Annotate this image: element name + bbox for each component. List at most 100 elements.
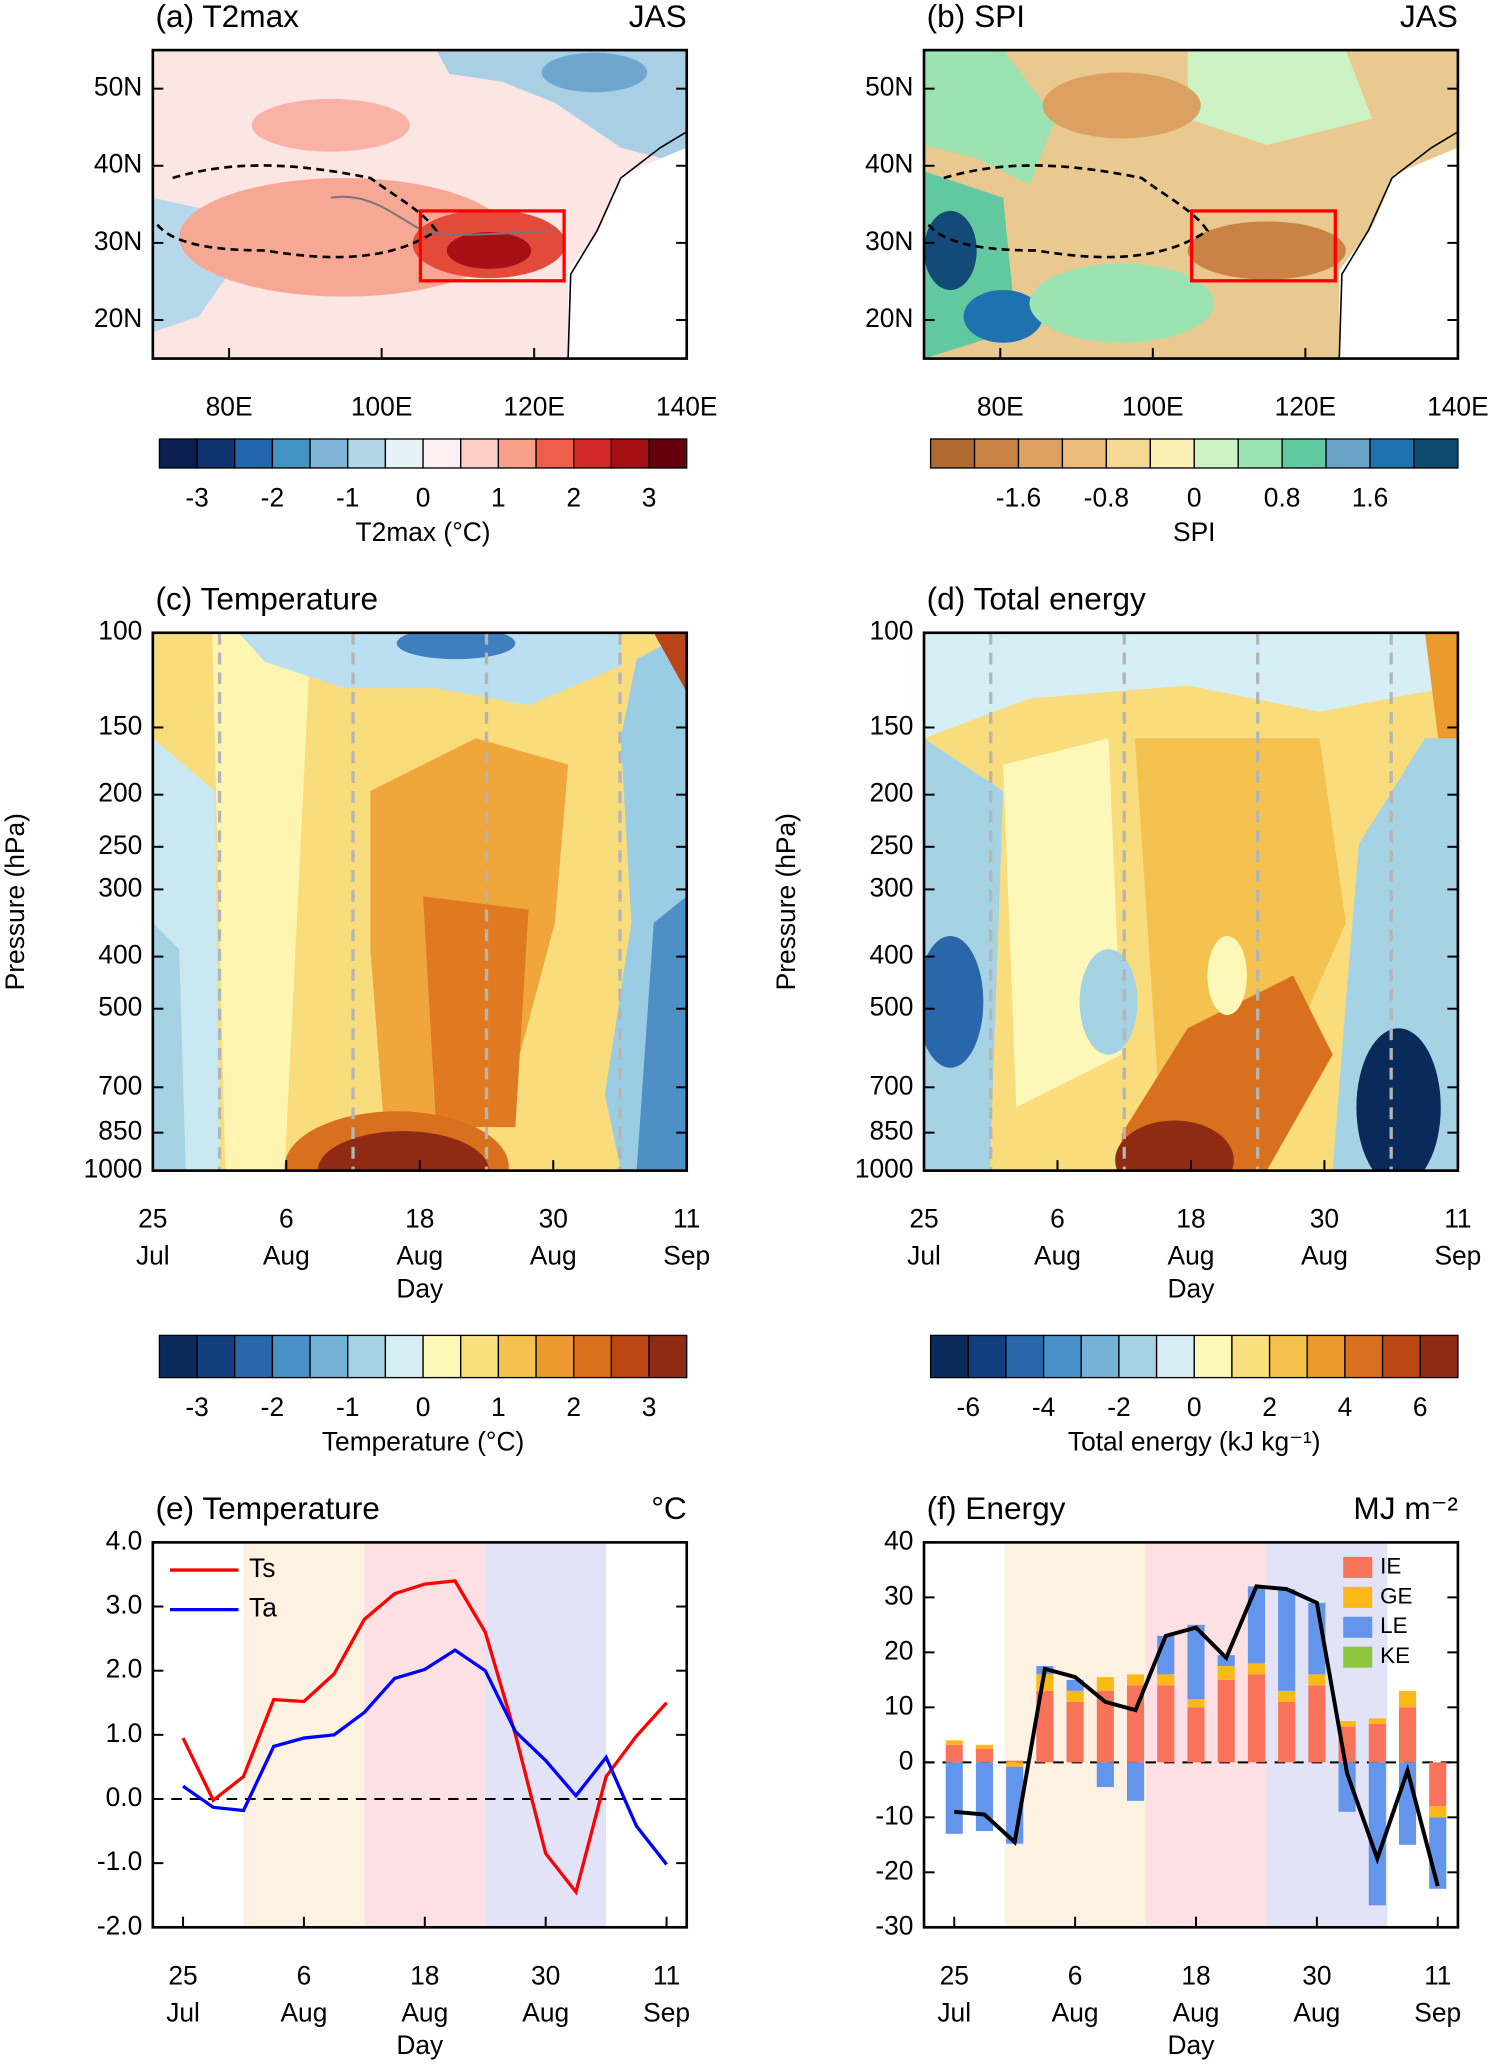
y-tick-label: 850 [98, 1116, 142, 1146]
colorbar-box [460, 438, 500, 469]
x-tick-label: 120E [1275, 392, 1337, 422]
x-tick-label: Aug [1293, 1997, 1340, 2027]
bar-segment [1157, 1674, 1175, 1686]
x-tick-label: 80E [977, 392, 1024, 422]
colorbar-label: Total energy (kJ kg⁻¹) [1068, 1426, 1321, 1456]
bar-segment [945, 1744, 963, 1763]
legend-label: LE [1380, 1613, 1407, 1638]
bar-segment [1368, 1718, 1386, 1724]
x-tick-label: Aug [530, 1241, 577, 1271]
x-tick-label: Sep [1414, 1997, 1461, 2027]
x-tick-label: Sep [1434, 1241, 1481, 1271]
colorbar-box [309, 438, 349, 469]
y-tick-label: 500 [869, 992, 913, 1022]
bar-segment [1126, 1674, 1145, 1686]
x-tick-label: 120E [503, 392, 565, 422]
x-tick-label: 30 [539, 1204, 568, 1234]
colorbar-box [1080, 1334, 1120, 1379]
y-tick-label: 1.0 [106, 1718, 143, 1748]
y-tick-label: 150 [869, 710, 913, 740]
period-shading [243, 1542, 365, 1928]
colorbar-tick-label: 6 [1413, 1392, 1428, 1422]
colorbar-tick-label: -0.8 [1084, 483, 1129, 513]
colorbar-box [1105, 438, 1151, 469]
x-tick-label: 25 [138, 1204, 167, 1234]
y-tick-label: 850 [869, 1116, 913, 1146]
colorbar-tick-label: 0 [416, 483, 431, 513]
colorbar-box [1193, 1334, 1233, 1379]
legend-swatch [1343, 1586, 1373, 1608]
bar-segment [1338, 1762, 1356, 1812]
colorbar-box [1413, 438, 1459, 469]
bar-segment [1278, 1690, 1296, 1702]
colorbar-tick-label: 2 [1262, 1392, 1277, 1422]
x-tick-label: Aug [1034, 1241, 1081, 1271]
x-tick-label: 18 [405, 1204, 434, 1234]
period-shading [364, 1542, 486, 1928]
colorbar-tick-label: 1 [491, 1392, 506, 1422]
colorbar-box [384, 438, 424, 469]
x-tick-label: Aug [396, 1241, 443, 1271]
bar-segment [1006, 1760, 1024, 1763]
bar-segment [1247, 1663, 1266, 1675]
x-tick-label: Aug [280, 1997, 327, 2027]
y-tick-label: 20N [94, 303, 142, 333]
contour-field [924, 632, 1458, 1171]
x-tick-label: 18 [410, 1960, 439, 1990]
panel-title: (a) T2max [155, 0, 299, 34]
y-tick-label: 50N [865, 72, 913, 102]
x-tick-label: Aug [522, 1997, 569, 2027]
y-tick-label: 700 [869, 1070, 913, 1100]
bar-segment [1036, 1690, 1054, 1763]
plot-frame [922, 48, 1460, 360]
data-line [182, 1648, 668, 1866]
colorbar-box [497, 1334, 537, 1379]
unit-label: °C [651, 1490, 687, 1526]
x-tick-label: Jul [937, 1997, 971, 2027]
plot-frame [922, 631, 1460, 1172]
y-tick-label: 0.0 [106, 1782, 143, 1812]
x-tick-label: 140E [1427, 392, 1489, 422]
colorbar-box [535, 1334, 575, 1379]
y-tick-label: 40N [865, 149, 913, 179]
colorbar-box [271, 1334, 311, 1379]
bar-segment [1398, 1690, 1417, 1708]
colorbar-box [158, 438, 198, 469]
panel-title: (d) Total energy [927, 580, 1146, 616]
total-line [954, 1584, 1440, 1887]
colorbar-tick-label: 0 [416, 1392, 431, 1422]
map-field [152, 50, 687, 359]
colorbar-box [1306, 1334, 1346, 1379]
x-tick-label: 11 [653, 1960, 680, 1990]
y-tick-label: 4.0 [106, 1525, 143, 1555]
plot-frame [151, 1541, 689, 1929]
x-tick-label: 11 [1424, 1960, 1451, 1990]
legend-label: IE [1380, 1553, 1401, 1578]
colorbar-tick-label: -2 [261, 1392, 284, 1422]
legend-label: GE [1380, 1583, 1412, 1608]
colorbar-tick-label: -2 [261, 483, 284, 513]
colorbar-tick-label: 3 [642, 483, 657, 513]
x-tick-label: Jul [166, 1997, 200, 2027]
bar-segment [945, 1740, 963, 1745]
colorbar-box [196, 438, 236, 469]
bar-segment [1006, 1762, 1024, 1767]
colorbar-tick-label: -4 [1032, 1392, 1055, 1422]
colorbar-box [1369, 438, 1415, 469]
x-tick-label: 30 [1302, 1960, 1331, 1990]
colorbar-box [422, 438, 462, 469]
x-tick-label: 6 [1068, 1960, 1083, 1990]
y-tick-label: 1000 [84, 1154, 143, 1184]
bar-segment [1217, 1679, 1235, 1763]
colorbar-box [929, 438, 976, 469]
x-tick-label: Jul [907, 1241, 941, 1271]
bar-segment [1247, 1586, 1266, 1664]
x-tick-label: 11 [1444, 1204, 1471, 1234]
colorbar-tick-label: -2 [1107, 1392, 1130, 1422]
y-tick-label: -10 [875, 1800, 913, 1830]
colorbar-tick-label: -1 [336, 483, 359, 513]
colorbar-box [309, 1334, 349, 1379]
bar-segment [1126, 1762, 1145, 1801]
bar-segment [1187, 1624, 1205, 1700]
